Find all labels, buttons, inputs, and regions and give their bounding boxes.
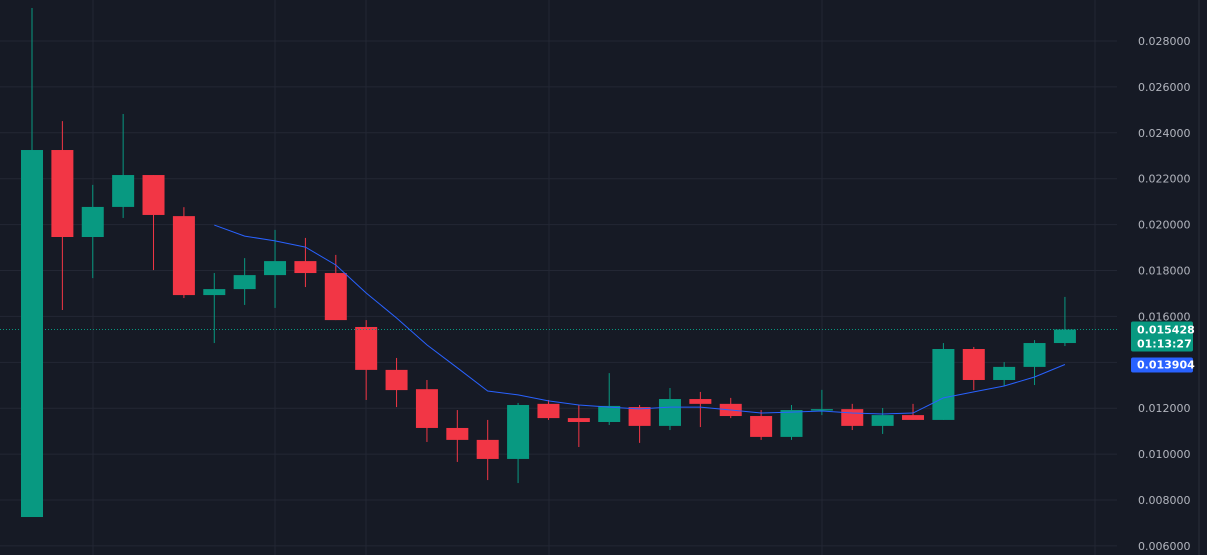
candle-body [1053,329,1076,344]
candle-body [81,206,104,238]
candle-body [51,150,74,238]
y-tick-label: 0.020000 [1138,219,1191,232]
candle-body [324,273,347,321]
y-tick-label: 0.022000 [1138,173,1191,186]
candle-body [142,175,165,215]
y-tick-label: 0.028000 [1138,35,1191,48]
candle-body [598,405,621,422]
time-grid [92,0,1096,555]
moving-average-line [214,224,1066,415]
candle-body [841,409,864,426]
candle-body [21,150,43,518]
ma-price-tag [1131,357,1193,373]
y-tick-label: 0.012000 [1138,402,1191,415]
ma-price-label: 0.013904 [1137,359,1195,372]
candle-body [233,275,256,290]
candle-body [962,349,985,380]
candle-body [264,261,287,276]
candle-body [112,175,135,207]
countdown-label: 01:13:27 [1137,338,1192,351]
candle-body [446,427,469,440]
candle-body [537,403,560,419]
y-tick-label: 0.018000 [1138,265,1191,278]
last-price-label: 0.015428 [1137,324,1195,337]
y-tick-label: 0.026000 [1138,81,1191,94]
y-tick-label: 0.008000 [1138,494,1191,507]
candle-body [810,409,833,411]
candle-body [567,418,590,422]
candle-body [385,369,408,391]
candle-body [658,399,681,426]
candle-body [203,289,226,296]
candle-body [780,410,803,437]
candle-body [902,415,925,420]
candle-body [993,366,1016,380]
last-price-tag [1131,321,1193,352]
y-tick-label: 0.010000 [1138,448,1191,461]
candle-body [1023,343,1046,367]
candle-body [628,407,651,426]
y-tick-label: 0.016000 [1138,310,1191,323]
candle-body [750,416,773,437]
y-tick-label: 0.006000 [1138,540,1191,553]
candle-body [507,405,530,459]
candle-body [689,399,712,404]
candle-body [476,439,499,459]
candle-body [172,216,195,296]
candle-body [355,326,378,370]
y-tick-label: 0.024000 [1138,127,1191,140]
candle-body [871,415,894,426]
candle-body [932,349,955,420]
candle-body [415,389,438,428]
candle-body [294,261,317,274]
